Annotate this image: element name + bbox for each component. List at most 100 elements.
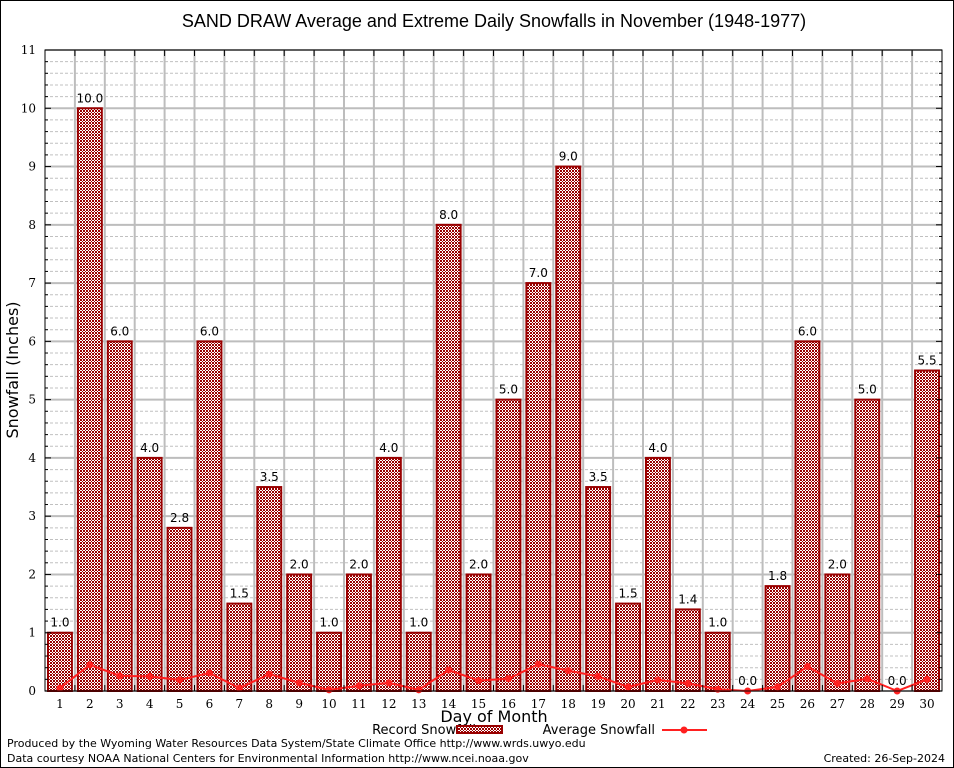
average-point-day-19 xyxy=(594,672,602,680)
x-tick-label: 23 xyxy=(710,697,725,711)
average-point-day-17 xyxy=(534,660,542,668)
y-tick-label: 0 xyxy=(28,684,36,698)
average-point-day-4 xyxy=(146,672,154,680)
bar-value-label: 2.8 xyxy=(170,511,189,525)
average-point-day-14 xyxy=(445,666,453,674)
bar-record-day-3 xyxy=(106,340,133,692)
bar-value-label: 0.0 xyxy=(738,674,757,688)
bar-value-label: 4.0 xyxy=(648,441,667,455)
y-tick-label: 11 xyxy=(21,43,36,57)
x-tick-label: 24 xyxy=(740,697,756,711)
bar-record-day-26 xyxy=(794,340,821,692)
average-point-day-10 xyxy=(325,686,333,694)
x-tick-label: 20 xyxy=(620,697,635,711)
average-line-group xyxy=(56,660,931,695)
bar-value-label: 1.0 xyxy=(409,616,428,630)
y-tick-label: 3 xyxy=(28,509,36,523)
x-tick-label: 27 xyxy=(830,697,845,711)
bar-value-label: 2.0 xyxy=(469,557,488,571)
y-axis-label: Snowfall (Inches) xyxy=(3,301,22,438)
bar-value-label: 4.0 xyxy=(379,441,398,455)
bar-record-day-22 xyxy=(674,608,701,692)
y-tick-label: 9 xyxy=(28,160,36,174)
average-point-day-5 xyxy=(176,676,184,684)
y-tick-label: 8 xyxy=(28,218,36,232)
bar-record-day-25 xyxy=(764,585,791,692)
bar-record-day-5 xyxy=(166,526,193,692)
average-point-day-2 xyxy=(86,661,94,669)
bar-record-day-28 xyxy=(854,398,881,692)
bar-value-label: 6.0 xyxy=(200,324,219,338)
average-point-day-20 xyxy=(624,683,632,691)
average-point-day-30 xyxy=(923,675,931,683)
bar-value-label: 2.0 xyxy=(349,557,368,571)
average-point-day-6 xyxy=(205,669,213,677)
y-tick-label: 5 xyxy=(28,393,36,407)
bar-record-day-21 xyxy=(644,456,671,692)
bar-value-label: 2.0 xyxy=(290,557,309,571)
bar-value-label: 1.5 xyxy=(619,587,638,601)
bar-value-label: 1.4 xyxy=(678,592,697,606)
bar-record-day-14 xyxy=(435,223,462,692)
average-point-day-9 xyxy=(295,679,303,687)
bar-value-label: 1.0 xyxy=(708,616,727,630)
x-tick-label: 21 xyxy=(650,697,665,711)
average-point-day-23 xyxy=(714,685,722,693)
bar-record-day-13 xyxy=(405,631,432,693)
bar-record-day-18 xyxy=(555,165,582,692)
bar-value-label: 1.5 xyxy=(230,587,249,601)
x-tick-label: 18 xyxy=(561,697,576,711)
bar-record-day-17 xyxy=(525,282,552,692)
x-tick-label: 10 xyxy=(321,697,336,711)
bar-value-label: 5.0 xyxy=(499,383,518,397)
average-point-day-13 xyxy=(415,686,423,694)
x-tick-label: 3 xyxy=(116,697,124,711)
footer-data-source: Data courtesy NOAA National Centers for … xyxy=(7,752,529,765)
bar-value-label: 6.0 xyxy=(798,324,817,338)
x-tick-label: 16 xyxy=(501,697,516,711)
average-point-day-3 xyxy=(116,672,124,680)
x-tick-label: 1 xyxy=(56,697,64,711)
bar-value-label: 4.0 xyxy=(140,441,159,455)
bar-value-label: 10.0 xyxy=(76,91,103,105)
bar-record-day-20 xyxy=(615,602,642,692)
bar-value-label: 6.0 xyxy=(110,324,129,338)
bar-value-label: 1.8 xyxy=(768,569,787,583)
y-tick-label: 6 xyxy=(28,334,36,348)
x-tick-label: 6 xyxy=(206,697,214,711)
x-tick-label: 9 xyxy=(295,697,303,711)
footer-producer: Produced by the Wyoming Water Resources … xyxy=(7,737,586,750)
x-tick-label: 5 xyxy=(176,697,184,711)
legend-swatch-record xyxy=(456,725,503,734)
x-tick-labels: 1 2 3 4 5 6 7 8 9 10 11 12 13 14 15 16 17 18 19 20 21 22 23 24 2… xyxy=(56,697,935,711)
y-tick-label: 10 xyxy=(21,101,36,115)
average-point-day-26 xyxy=(803,663,811,671)
x-tick-label: 17 xyxy=(531,697,546,711)
y-tick-label: 4 xyxy=(28,451,36,465)
average-point-day-1 xyxy=(56,684,64,692)
x-tick-label: 12 xyxy=(381,697,396,711)
bar-record-day-6 xyxy=(196,340,223,692)
x-tick-label: 26 xyxy=(800,697,815,711)
bar-record-day-8 xyxy=(256,486,283,692)
x-axis-label: Day of Month xyxy=(440,707,547,726)
bar-value-label: 5.5 xyxy=(918,354,937,368)
legend-label-record: Record Snowfall xyxy=(372,723,476,738)
bar-value-label: 3.5 xyxy=(589,470,608,484)
average-point-day-12 xyxy=(385,679,393,687)
legend-marker-average xyxy=(680,726,688,734)
bar-record-day-2 xyxy=(76,107,103,693)
bar-record-day-7 xyxy=(226,602,253,692)
average-point-day-27 xyxy=(833,679,841,687)
bar-record-day-10 xyxy=(316,631,343,693)
x-tick-label: 2 xyxy=(86,697,94,711)
y-tick-labels: 0 1 2 3 4 5 6 7 8 9 10 11 xyxy=(21,43,37,698)
bar-value-label: 1.0 xyxy=(320,616,339,630)
average-point-day-7 xyxy=(235,684,243,692)
average-point-day-15 xyxy=(475,677,483,685)
x-tick-label: 8 xyxy=(265,697,273,711)
bar-value-label: 5.0 xyxy=(858,383,877,397)
average-snowfall-line xyxy=(59,663,928,693)
axes-group xyxy=(44,49,943,692)
bar-record-day-11 xyxy=(345,573,372,692)
